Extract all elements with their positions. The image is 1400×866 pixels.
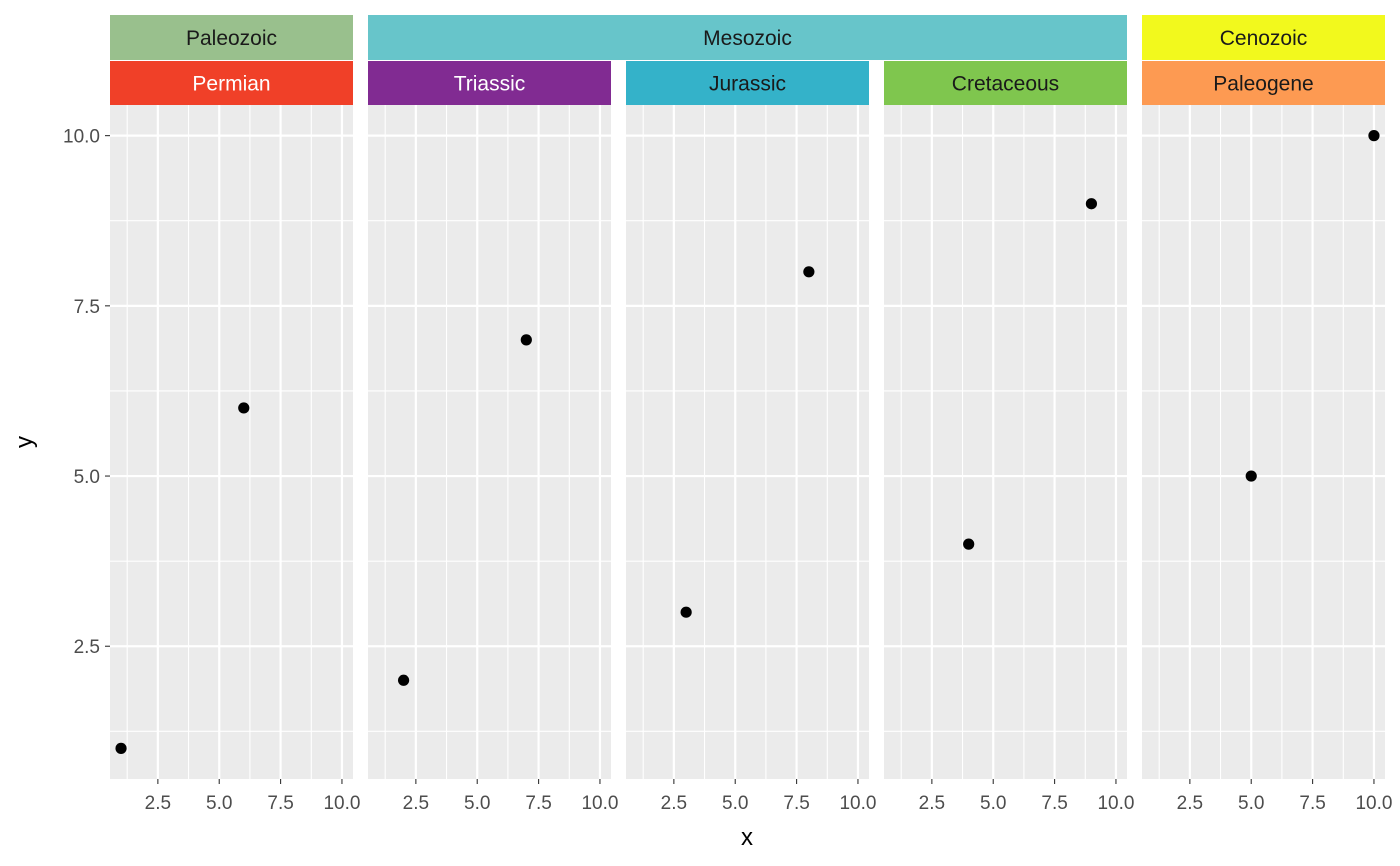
x-axis-title: x: [741, 824, 753, 851]
panel-paleogene: [1142, 105, 1385, 779]
period-strip-jurassic: [626, 61, 869, 105]
period-strip-label: Paleogene: [1213, 73, 1313, 96]
data-point: [963, 538, 975, 550]
x-tick-label: 5.0: [206, 793, 232, 814]
x-tick-label: 5.0: [722, 793, 748, 814]
x-tick-label: 7.5: [1041, 793, 1067, 814]
data-point: [803, 266, 815, 278]
panel-background: [110, 105, 353, 779]
panel-background: [368, 105, 611, 779]
y-tick-label: 7.5: [74, 297, 100, 318]
data-point: [680, 606, 692, 618]
x-tick-label: 2.5: [145, 793, 171, 814]
data-point: [1245, 470, 1257, 482]
era-strip-label: Cenozoic: [1220, 27, 1308, 50]
y-axis-title: y: [11, 436, 38, 448]
period-strip-label: Triassic: [454, 73, 526, 96]
era-strip-paleozoic: [110, 15, 353, 60]
panel-triassic: [368, 105, 611, 779]
panel-jurassic: [626, 105, 869, 779]
data-point: [238, 402, 250, 414]
x-tick-label: 7.5: [1299, 793, 1325, 814]
period-strip-paleogene: [1142, 61, 1385, 105]
y-tick-label: 2.5: [74, 637, 100, 658]
data-point: [520, 334, 532, 346]
data-point: [397, 674, 410, 686]
x-tick-label: 5.0: [464, 793, 490, 814]
y-tick-label: 5.0: [74, 467, 100, 488]
x-tick-label: 2.5: [661, 793, 687, 814]
period-strip-triassic: [368, 61, 611, 105]
period-strip-label: Cretaceous: [952, 73, 1059, 96]
panel-cretaceous: [884, 105, 1127, 779]
panel-permian: [110, 105, 353, 779]
period-strip-label: Permian: [192, 73, 270, 96]
x-tick-label: 10.0: [1097, 793, 1134, 814]
x-tick-label: 10.0: [1355, 793, 1392, 814]
period-strip-permian: [110, 61, 353, 105]
era-strip-label: Mesozoic: [703, 27, 792, 50]
period-strip-label: Jurassic: [709, 73, 786, 96]
era-strip-cenozoic: [1142, 15, 1385, 60]
x-tick-label: 10.0: [323, 793, 360, 814]
data-point: [1368, 130, 1380, 142]
y-tick-label: 10.0: [63, 127, 100, 148]
data-point: [115, 742, 127, 754]
x-tick-label: 10.0: [581, 793, 618, 814]
x-tick-label: 5.0: [980, 793, 1006, 814]
panel-background: [1142, 105, 1385, 779]
x-tick-label: 2.5: [919, 793, 945, 814]
data-point: [1085, 198, 1098, 210]
x-tick-label: 2.5: [403, 793, 429, 814]
era-strip-mesozoic: [368, 15, 1127, 60]
x-tick-label: 5.0: [1238, 793, 1264, 814]
panel-background: [626, 105, 869, 779]
era-strip-label: Paleozoic: [186, 27, 277, 50]
x-tick-label: 7.5: [267, 793, 293, 814]
x-tick-label: 10.0: [839, 793, 876, 814]
panel-background: [884, 105, 1127, 779]
period-strip-cretaceous: [884, 61, 1127, 105]
x-tick-label: 7.5: [525, 793, 551, 814]
x-tick-label: 2.5: [1177, 793, 1203, 814]
x-tick-label: 7.5: [783, 793, 809, 814]
